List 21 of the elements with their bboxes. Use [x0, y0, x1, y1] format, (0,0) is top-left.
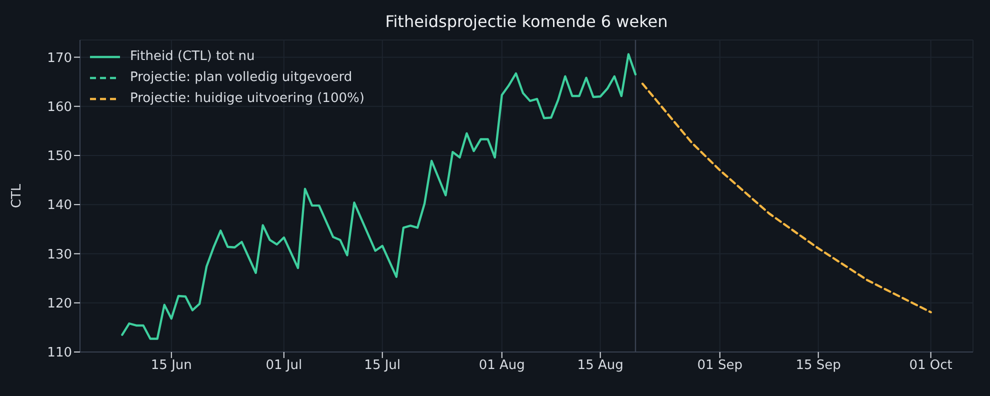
x-tick-label: 01 Oct [909, 358, 952, 374]
y-tick-label: 110 [47, 346, 72, 361]
line-series [641, 82, 932, 314]
legend-label: Fitheid (CTL) tot nu [130, 48, 255, 66]
y-tick-label: 160 [47, 100, 72, 115]
x-tick-label: 15 Aug [577, 358, 624, 374]
y-tick-label: 170 [47, 50, 72, 66]
y-tick-label: 120 [47, 296, 72, 312]
x-tick-label: 01 Sep [697, 358, 742, 374]
x-tick-label: 15 Sep [796, 358, 841, 374]
x-tick-label: 01 Jul [266, 358, 302, 374]
y-tick-label: 130 [47, 247, 72, 262]
y-axis-title: CTL [10, 183, 25, 208]
legend-label: Projectie: plan volledig uitgevoerd [130, 69, 352, 87]
legend-label: Projectie: huidige uitvoering (100%) [130, 90, 364, 108]
y-tick-label: 150 [47, 149, 72, 164]
x-tick-label: 01 Aug [478, 358, 525, 374]
x-tick-label: 15 Jun [150, 358, 192, 374]
y-tick-label: 140 [47, 198, 72, 214]
chart-title: Fitheidsprojectie komende 6 weken [384, 12, 669, 31]
x-tick-label: 15 Jul [364, 358, 401, 374]
